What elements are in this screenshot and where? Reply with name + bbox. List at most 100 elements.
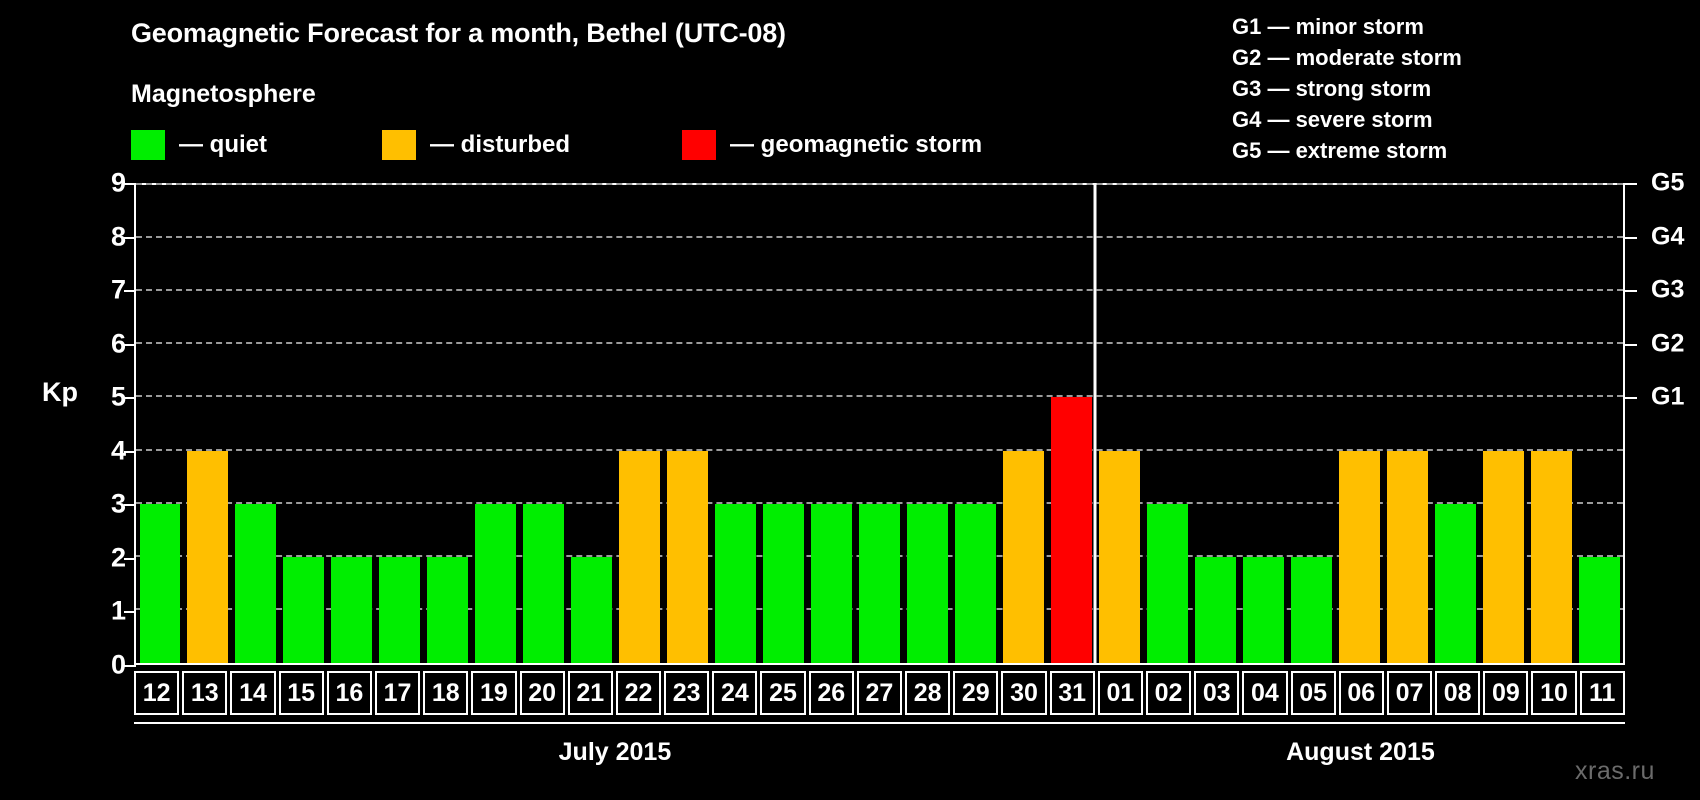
gscale-tick-mark <box>1625 343 1637 346</box>
kp-bar[interactable] <box>954 503 996 663</box>
gscale-tick-mark <box>1625 397 1637 400</box>
day-label-cell[interactable]: 04 <box>1242 671 1288 715</box>
day-label-cell[interactable]: 19 <box>471 671 517 715</box>
kp-bar[interactable] <box>1386 450 1428 663</box>
bars-layer <box>136 185 1623 663</box>
kp-bar[interactable] <box>859 503 900 663</box>
day-label-cell[interactable]: 08 <box>1435 671 1481 715</box>
kp-bar[interactable] <box>619 450 661 663</box>
kp-bar[interactable] <box>1290 556 1332 663</box>
x-axis-day-labels: 12 13 14 15 16 17 18 19 20 21 22 23 24 25 26 27 28 29 30 31… <box>134 671 1625 715</box>
bar-slot <box>1095 185 1143 663</box>
day-label-cell[interactable]: 13 <box>182 671 228 715</box>
day-label-cell[interactable]: 03 <box>1194 671 1240 715</box>
kp-bar[interactable] <box>235 503 277 663</box>
gscale-tick-label: G5 <box>1651 168 1685 197</box>
gscale-tick-label: G4 <box>1651 222 1685 251</box>
bar-slot <box>712 185 760 663</box>
legend-entry: — disturbed <box>382 130 570 160</box>
kp-bar[interactable] <box>379 556 421 663</box>
day-label-cell[interactable]: 25 <box>760 671 806 715</box>
kp-bar[interactable] <box>523 503 565 663</box>
day-label-cell[interactable]: 18 <box>423 671 469 715</box>
y-axis-tick-label: 8 <box>110 221 126 252</box>
bar-slot <box>376 185 424 663</box>
kp-bar[interactable] <box>1242 556 1284 663</box>
kp-bar[interactable] <box>1050 397 1092 663</box>
day-label-cell[interactable]: 31 <box>1049 671 1095 715</box>
day-label-cell[interactable]: 16 <box>326 671 372 715</box>
day-label-cell[interactable]: 11 <box>1579 671 1625 715</box>
bar-slot <box>808 185 856 663</box>
bar-slot <box>184 185 232 663</box>
kp-bar[interactable] <box>1530 450 1572 663</box>
day-label-cell[interactable]: 06 <box>1338 671 1384 715</box>
bar-slot <box>904 185 952 663</box>
kp-bar[interactable] <box>715 503 757 663</box>
day-label-cell[interactable]: 05 <box>1290 671 1336 715</box>
day-label-cell[interactable]: 12 <box>134 671 180 715</box>
kp-bar[interactable] <box>283 556 325 663</box>
y-axis-tick-mark <box>124 183 136 185</box>
day-label-cell[interactable]: 29 <box>953 671 999 715</box>
day-label-cell[interactable]: 27 <box>856 671 902 715</box>
legend-swatch-icon <box>682 130 717 160</box>
day-label-cell[interactable]: 23 <box>664 671 710 715</box>
bar-slot <box>1287 185 1335 663</box>
kp-bar[interactable] <box>667 450 709 663</box>
kp-bar[interactable] <box>1338 450 1380 663</box>
bar-slot <box>280 185 328 663</box>
bar-slot <box>1575 185 1623 663</box>
gscale-legend-line: G5 — extreme storm <box>1232 138 1448 163</box>
kp-bar[interactable] <box>763 503 805 663</box>
legend-swatch-icon <box>131 130 165 160</box>
kp-bar[interactable] <box>1146 503 1188 663</box>
day-label-cell[interactable]: 28 <box>905 671 951 715</box>
kp-bar[interactable] <box>571 556 613 663</box>
day-label-cell[interactable]: 01 <box>1097 671 1143 715</box>
kp-bar[interactable] <box>1002 450 1044 663</box>
kp-bar[interactable] <box>1434 503 1476 663</box>
kp-bar[interactable] <box>907 503 948 663</box>
day-label-cell[interactable]: 02 <box>1145 671 1192 715</box>
bar-slot <box>1527 185 1575 663</box>
bar-slot <box>1383 185 1431 663</box>
y-axis-tick-mark <box>124 557 136 560</box>
bar-slot <box>232 185 280 663</box>
day-label-cell[interactable]: 26 <box>808 671 854 715</box>
day-label-cell[interactable]: 15 <box>278 671 324 715</box>
day-label-cell[interactable]: 30 <box>1001 671 1047 715</box>
day-label-cell[interactable]: 22 <box>615 671 662 715</box>
day-label-cell[interactable]: 14 <box>230 671 276 715</box>
legend-entry: — geomagnetic storm <box>682 130 982 160</box>
kp-bar[interactable] <box>475 503 517 663</box>
bar-slot <box>616 185 664 663</box>
kp-bar[interactable] <box>1194 556 1236 663</box>
page-title: Geomagnetic Forecast for a month, Bethel… <box>131 18 786 48</box>
plot-area <box>134 183 1625 665</box>
kp-bar[interactable] <box>1098 450 1140 663</box>
y-axis-tick-label: 2 <box>110 542 126 573</box>
kp-bar[interactable] <box>427 556 469 663</box>
kp-bar[interactable] <box>1482 450 1524 663</box>
bar-slot <box>1191 185 1239 663</box>
day-label-cell[interactable]: 20 <box>519 671 565 715</box>
kp-bar[interactable] <box>1578 556 1620 663</box>
y-axis-tick-label: 9 <box>110 167 126 198</box>
day-label-cell[interactable]: 07 <box>1386 671 1433 715</box>
day-label-cell[interactable]: 10 <box>1531 671 1577 715</box>
gscale-tick-mark <box>1625 290 1637 293</box>
y-axis-left: 0 1 2 3 4 5 6 7 8 9 <box>78 168 136 680</box>
kp-bar[interactable] <box>139 503 181 663</box>
watermark: xras.ru <box>1575 757 1655 785</box>
kp-bar[interactable] <box>811 503 853 663</box>
day-label-cell[interactable]: 24 <box>712 671 758 715</box>
kp-bar[interactable] <box>187 450 229 663</box>
day-label-cell[interactable]: 21 <box>567 671 613 715</box>
day-label-cell[interactable]: 17 <box>374 671 421 715</box>
day-label-cell[interactable]: 09 <box>1483 671 1529 715</box>
y-axis-tick-label: 7 <box>110 274 126 305</box>
bar-slot <box>1431 185 1479 663</box>
bar-slot <box>1239 185 1287 663</box>
kp-bar[interactable] <box>331 556 373 663</box>
